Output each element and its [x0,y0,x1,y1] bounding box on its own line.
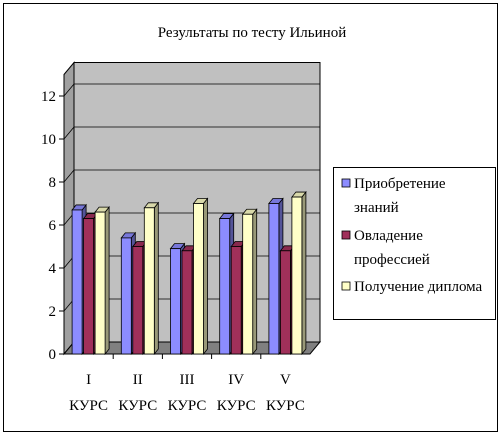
gridline [63,83,320,97]
bar [279,250,291,355]
legend-swatch-series-3 [341,281,351,291]
bar [83,218,94,355]
bar-side [104,205,110,356]
legend-box [333,167,496,320]
legend-label-series-3: Получение диплома [354,279,483,295]
y-tick-label: 12 [41,89,56,105]
x-tick-sublabel: КУРС [168,398,207,414]
bar [143,207,155,355]
bar [71,209,83,355]
legend-swatch-series-2 [341,230,351,240]
y-tick-label: 2 [49,304,57,320]
bar [242,213,254,355]
x-tick-sublabel: КУРС [217,398,256,414]
bar [291,196,303,355]
x-tick-label: V [280,372,291,388]
chart-title: Результаты по тесту Ильиной [158,25,346,41]
y-tick-label: 6 [49,218,57,234]
x-tick-label: IV [228,372,244,388]
x-tick-sublabel: КУРС [69,398,108,414]
bar-side [252,208,258,356]
bar-side [153,201,159,356]
legend-label-series-1: Приобретение знаний [354,176,449,216]
y-tick-label: 10 [41,132,56,148]
bar-side [301,190,307,356]
bar [193,203,204,355]
y-tick-label: 4 [49,261,57,277]
bar [120,237,132,355]
bar [94,211,106,355]
y-tick-label: 0 [49,347,57,363]
bar [170,248,181,355]
legend: Приобретение знаний Овладение профессией… [333,167,496,320]
x-tick-sublabel: КУРС [266,398,305,414]
bar [230,246,242,355]
x-tick-sublabel: КУРС [118,398,157,414]
bar-side [203,197,208,356]
bar [219,218,231,355]
bar [181,250,193,355]
plot-area: 0 2 4 6 8 10 12 I КУРС II КУРС III КУРС IV КУРС V КУРС [41,61,322,414]
x-tick-label: I [86,372,91,388]
bar [132,246,144,355]
x-tick-label: II [133,372,143,388]
bar [268,203,280,355]
x-tick-label: III [180,372,195,388]
gridline [63,126,320,140]
legend-swatch-series-1 [341,178,351,188]
y-tick-label: 8 [49,175,57,191]
gridline [63,169,320,183]
legend-label-series-2: Овладение профессией [354,228,430,268]
